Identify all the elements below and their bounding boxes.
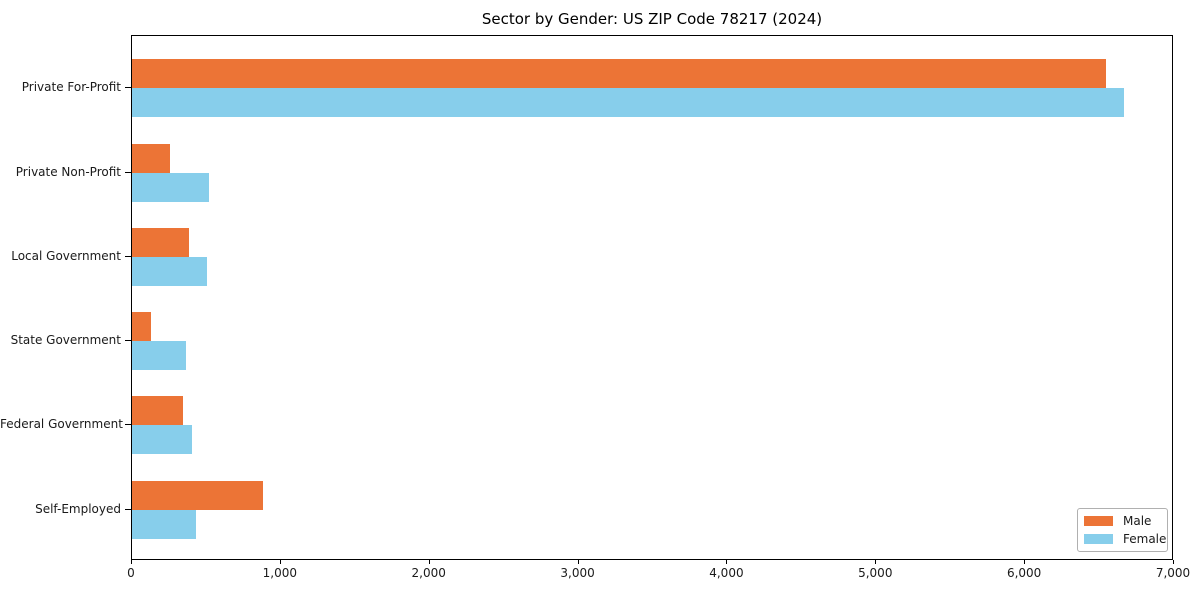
bar-male-1 (132, 143, 170, 173)
y-tick-5 (125, 508, 131, 510)
x-tick-7 (1173, 560, 1174, 564)
bar-male-3 (132, 312, 152, 342)
x-tick-1 (279, 560, 281, 564)
y-tick-1 (125, 171, 131, 173)
bar-male-0 (132, 59, 1107, 89)
x-tick-4 (726, 560, 728, 564)
x-tick-label-7: 7,000 (1155, 566, 1191, 580)
bar-female-4 (132, 425, 193, 455)
x-tick-0 (131, 560, 132, 564)
x-tick-3 (577, 560, 579, 564)
x-tick-label-1: 1,000 (262, 566, 298, 580)
legend-swatch-male (1084, 516, 1113, 526)
plot-area (131, 35, 1173, 560)
y-axis-label-2: Local Government (11, 248, 121, 263)
legend-swatch-female (1084, 534, 1113, 544)
legend-item-male: Male (1084, 513, 1167, 529)
y-axis-label-5: Self-Employed (35, 501, 121, 516)
bar-female-1 (132, 172, 210, 202)
bar-female-3 (132, 341, 187, 371)
y-tick-2 (125, 255, 131, 257)
bar-male-4 (132, 396, 184, 426)
y-tick-3 (125, 340, 131, 342)
x-tick-label-6: 6,000 (1006, 566, 1042, 580)
x-tick-label-5: 5,000 (858, 566, 893, 580)
bar-male-2 (132, 227, 189, 257)
bar-male-5 (132, 480, 263, 510)
x-tick-5 (875, 560, 877, 564)
y-axis-label-0: Private For-Profit (21, 80, 121, 95)
chart-title: Sector by Gender: US ZIP Code 78217 (202… (481, 10, 823, 28)
x-tick-label-2: 2,000 (411, 566, 446, 580)
y-axis-label-1: Private Non-Profit (15, 164, 121, 179)
bar-female-0 (132, 88, 1125, 118)
x-tick-label-0: 0 (127, 566, 135, 580)
legend-label-female: Female (1123, 532, 1167, 546)
legend-label-male: Male (1123, 514, 1152, 528)
x-tick-label-4: 4,000 (709, 566, 744, 580)
x-tick-2 (428, 560, 430, 564)
bar-female-2 (132, 256, 208, 286)
y-tick-0 (125, 87, 131, 89)
y-axis-label-3: State Government (10, 333, 121, 348)
y-axis-label-4: Federal Government (0, 417, 123, 432)
x-tick-label-3: 3,000 (560, 566, 595, 580)
y-tick-4 (125, 424, 131, 426)
legend: Male Female (1077, 508, 1168, 552)
bar-female-5 (132, 509, 196, 539)
x-tick-6 (1024, 560, 1026, 564)
legend-item-female: Female (1084, 531, 1167, 547)
